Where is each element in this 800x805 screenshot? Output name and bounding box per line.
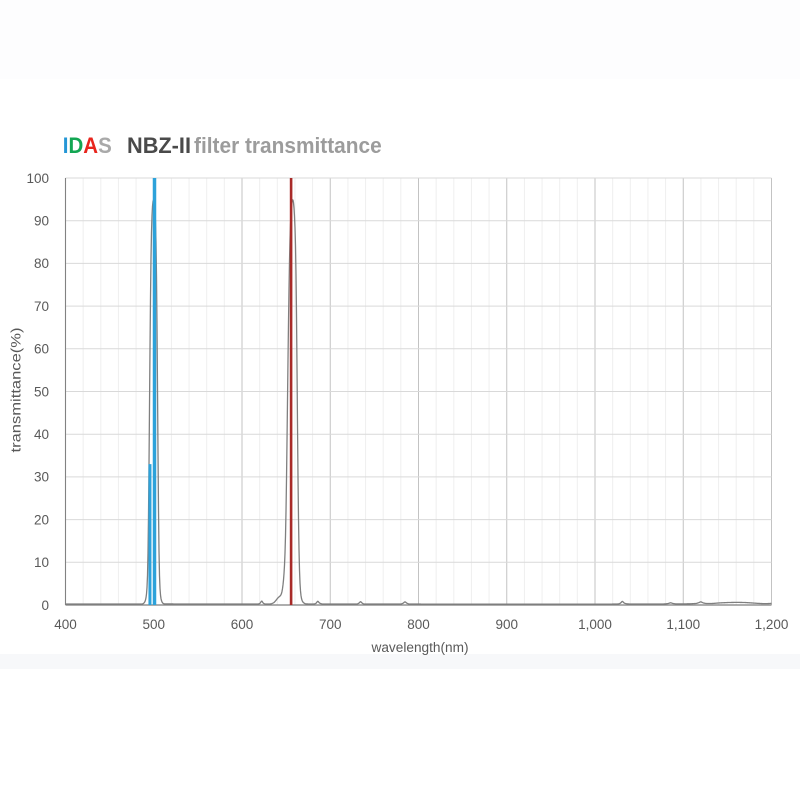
svg-text:800: 800 xyxy=(407,617,430,632)
svg-text:1,000: 1,000 xyxy=(578,617,612,632)
svg-text:60: 60 xyxy=(34,342,49,357)
svg-text:30: 30 xyxy=(34,470,49,485)
svg-text:80: 80 xyxy=(34,256,49,271)
svg-text:wavelength(nm): wavelength(nm) xyxy=(370,640,468,655)
svg-text:700: 700 xyxy=(319,617,342,632)
svg-text:1,200: 1,200 xyxy=(755,617,789,632)
svg-text:600: 600 xyxy=(231,617,254,632)
svg-text:400: 400 xyxy=(54,617,77,632)
svg-text:90: 90 xyxy=(34,214,49,229)
svg-text:1,100: 1,100 xyxy=(666,617,700,632)
svg-text:70: 70 xyxy=(34,299,49,314)
svg-text:50: 50 xyxy=(34,384,49,399)
svg-text:500: 500 xyxy=(142,617,165,632)
svg-text:100: 100 xyxy=(26,171,49,186)
svg-text:10: 10 xyxy=(34,555,49,570)
svg-text:900: 900 xyxy=(495,617,518,632)
svg-text:40: 40 xyxy=(34,427,49,442)
svg-text:transmittance(%): transmittance(%) xyxy=(9,328,24,453)
svg-text:20: 20 xyxy=(34,512,49,527)
svg-text:0: 0 xyxy=(41,598,49,613)
